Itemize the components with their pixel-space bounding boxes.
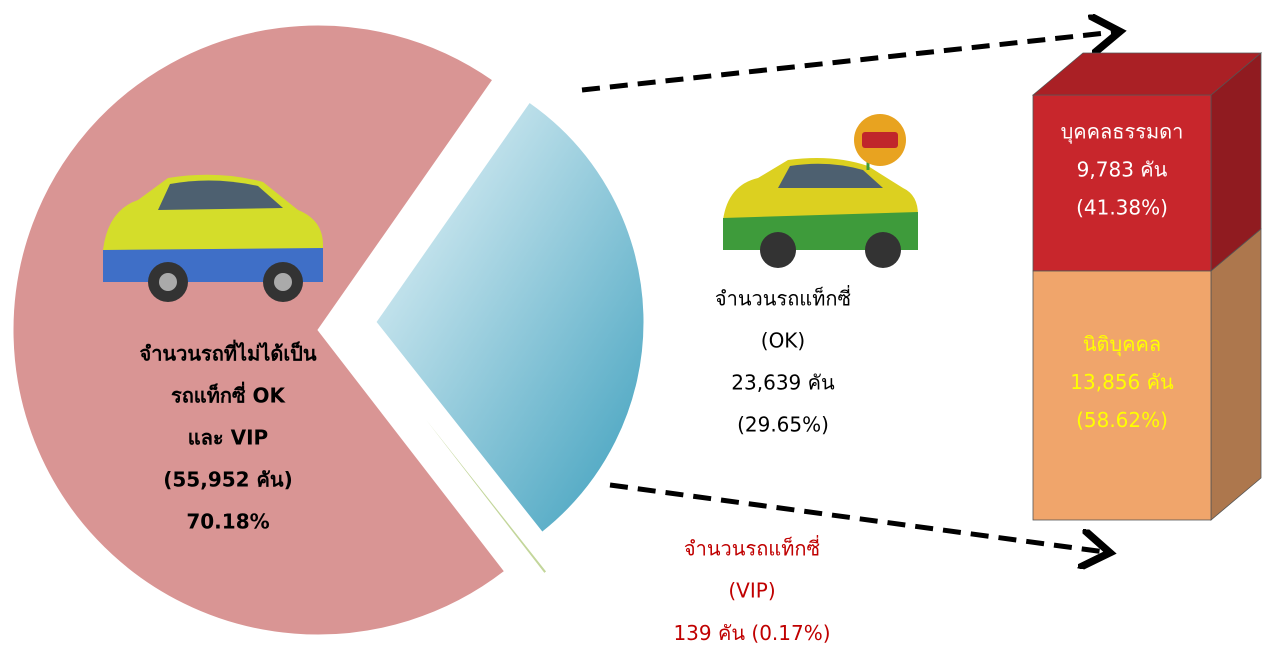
- slice-label: (VIP): [728, 579, 775, 603]
- segment-value: 13,856 คัน: [1070, 370, 1174, 394]
- chart: จำนวนรถที่ไม่ได้เป็นรถแท็กซี่ OK และ VIP (…: [0, 0, 1266, 649]
- bar-side: [1211, 229, 1261, 520]
- segment-value: 9,783 คัน: [1077, 157, 1168, 181]
- value-label: 23,639 คัน: [731, 371, 835, 395]
- stacked-bar: นิติบุคคล 13,856 คัน (58.62%) บุคคลธรรมดา 9,…: [1033, 53, 1261, 520]
- segment-name: นิติบุคคล: [1083, 332, 1161, 357]
- slice-value-label: 139 คัน (0.17%): [673, 621, 830, 645]
- segment-percent: (58.62%): [1076, 408, 1168, 432]
- slice-label: จำนวนรถที่ไม่ได้เป็น: [139, 339, 316, 366]
- taxi-image: [723, 114, 918, 268]
- value-label: 139 คัน: [673, 621, 745, 645]
- segment-percent: (41.38%): [1076, 195, 1168, 219]
- slice-label: จำนวนรถแท็กซี่: [715, 285, 851, 311]
- slice-label: และ VIP: [188, 426, 268, 450]
- slice-label: รถแท็กซี่ OK: [171, 381, 287, 408]
- slice-label: จำนวนรถแท็กซี่: [684, 535, 820, 561]
- percent-label: (0.17%): [751, 621, 830, 645]
- percent-label: 70.18%: [186, 510, 269, 534]
- segment-name: บุคคลธรรมดา: [1061, 119, 1184, 144]
- percent-label: (29.65%): [737, 413, 829, 437]
- bar-segment: [1033, 271, 1211, 520]
- value-label: (55,952 คัน): [163, 468, 292, 492]
- zoom-arrow: [582, 32, 1115, 90]
- page: {"chart_data": [ {"type": "pie", "catego…: [0, 0, 1266, 649]
- pie: จำนวนรถที่ไม่ได้เป็นรถแท็กซี่ OK และ VIP (…: [13, 25, 851, 645]
- slice-label: (OK): [761, 329, 805, 353]
